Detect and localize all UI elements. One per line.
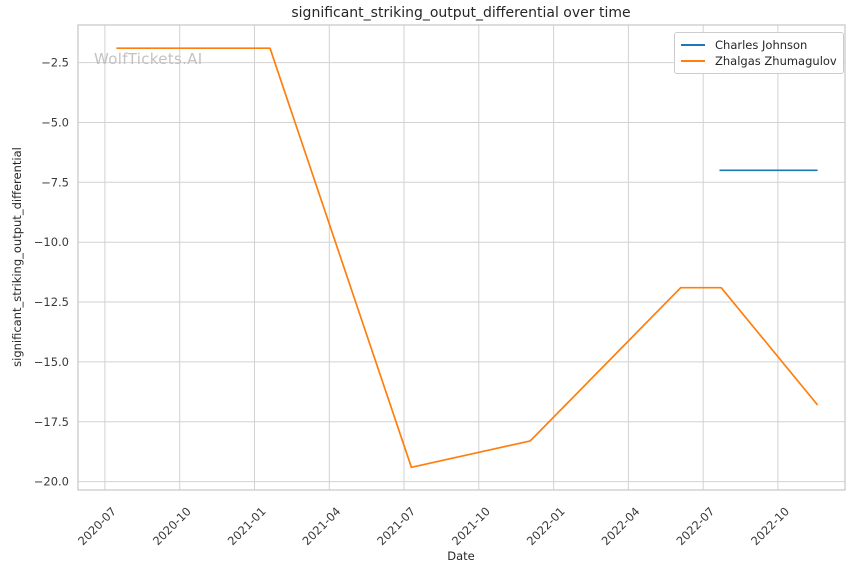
plot-border [77,24,846,491]
y-tick-label: −10.0 [34,235,69,249]
x-tick-label: 2022-07 [673,504,717,548]
x-tick-label: 2022-04 [599,504,643,548]
x-tick-label: 2021-10 [449,504,493,548]
y-tick-label: −5.0 [41,116,69,130]
legend: Charles Johnson Zhalgas Zhumagulov [674,32,844,74]
legend-label: Zhalgas Zhumagulov [715,54,837,68]
series-line-zhalgas-zhumagulov [116,47,819,469]
legend-label: Charles Johnson [715,38,808,52]
y-tick-label: −12.5 [34,295,69,309]
legend-line-sample-orange [681,60,705,62]
legend-line-sample-blue [681,44,705,46]
legend-item-charles-johnson: Charles Johnson [681,37,837,53]
x-tick-label: 2022-01 [524,504,568,548]
x-tick-label: 2021-07 [374,504,418,548]
x-tick-label: 2020-07 [75,504,119,548]
x-tick-label: 2020-10 [150,504,194,548]
y-tick-label: −15.0 [34,355,69,369]
legend-item-zhalgas-zhumagulov: Zhalgas Zhumagulov [681,53,837,69]
y-tick-label: −2.5 [41,56,69,70]
chart-title: significant_striking_output_differential… [291,5,631,21]
y-axis-label: significant_striking_output_differential [10,147,24,367]
x-tick-label: 2022-10 [748,504,792,548]
x-tick-label: 2021-04 [300,504,344,548]
y-tick-label: −17.5 [34,415,69,429]
x-axis-label: Date [447,549,475,563]
y-tick-label: −20.0 [34,475,69,489]
watermark: WolfTickets.AI [94,50,203,68]
y-tick-label: −7.5 [41,175,69,189]
x-tick-label: 2021-01 [225,504,269,548]
